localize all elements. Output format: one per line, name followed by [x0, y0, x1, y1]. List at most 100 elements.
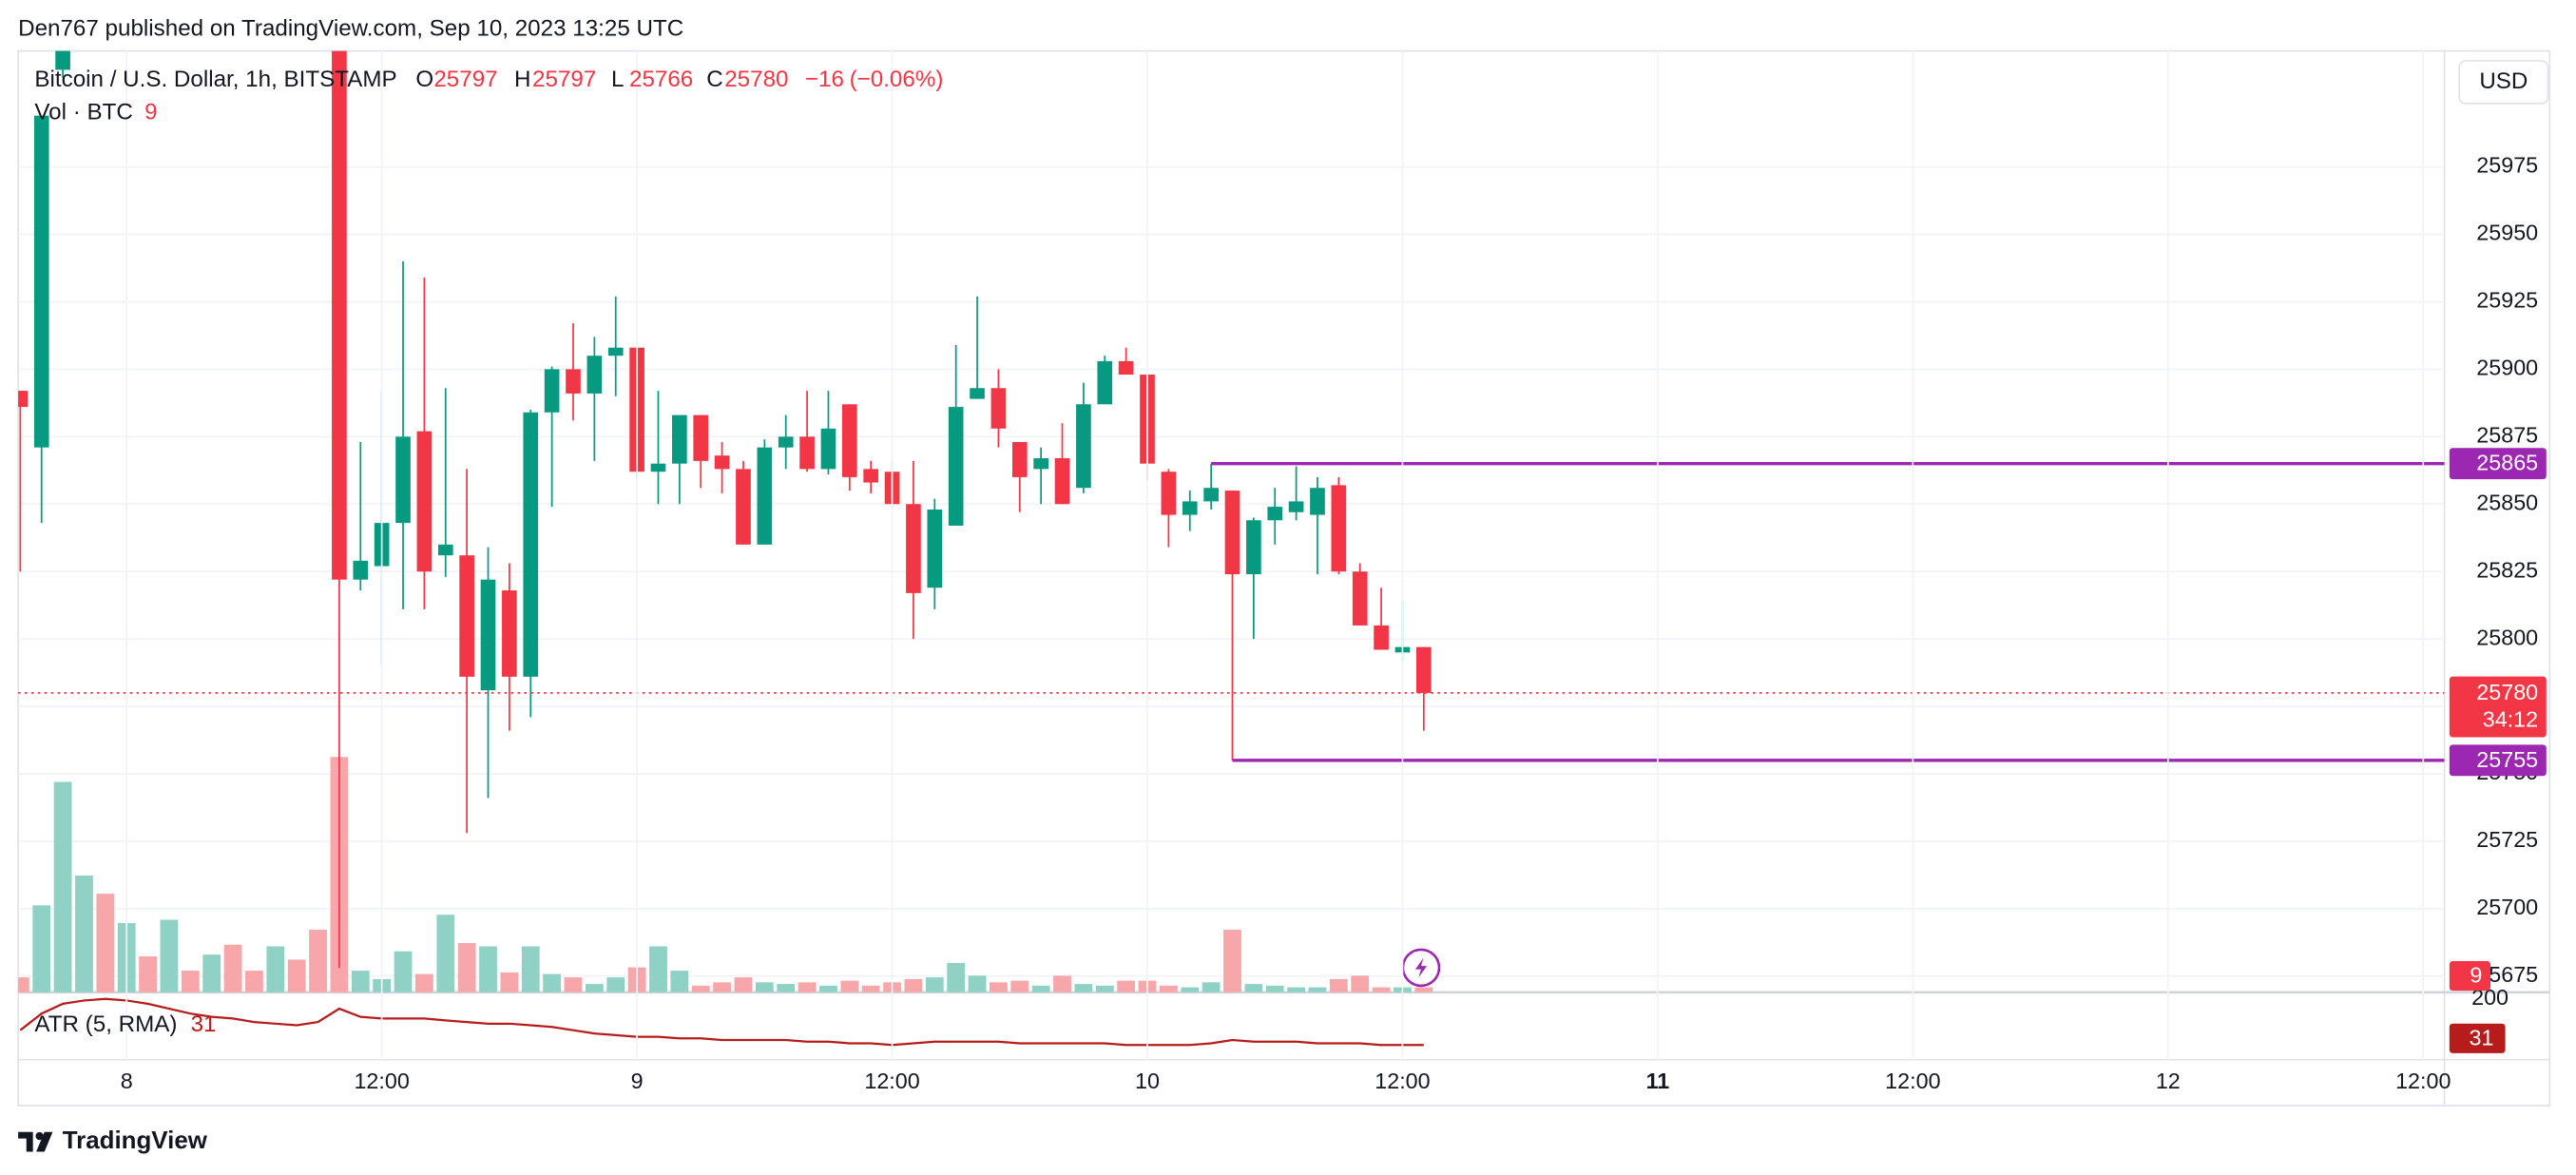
y-tick-label: 25825	[2476, 557, 2538, 582]
x-tick-label: 11	[1646, 1069, 1670, 1093]
legend-change-percent: (−0.06%)	[850, 67, 944, 92]
volume-bar	[202, 954, 221, 992]
candle-body	[1224, 491, 1240, 575]
legend-ohlc-value: 25780	[724, 67, 788, 92]
candle-body	[18, 391, 29, 408]
volume-bar	[925, 977, 944, 992]
candle-body	[437, 544, 453, 556]
y-tick-label: 25950	[2476, 221, 2538, 245]
volume-bar	[1265, 985, 1284, 992]
candle-body	[1118, 360, 1134, 376]
volume-bar	[1181, 987, 1200, 992]
price-pane	[18, 50, 2445, 992]
logo	[18, 1131, 53, 1152]
candle-body	[1203, 488, 1219, 502]
y-tick-label: 25800	[2476, 625, 2538, 649]
candle-body	[841, 404, 857, 477]
currency-button[interactable]	[2458, 60, 2549, 105]
logo-dot	[35, 1131, 44, 1141]
volume-bar	[713, 982, 731, 992]
publish-header: Den767 published on TradingView.com, Sep…	[18, 15, 683, 41]
volume-bar	[755, 982, 774, 992]
logo-text: TradingView	[63, 1127, 208, 1154]
volume-label-box	[2449, 960, 2491, 992]
level-label-text: 25755	[2476, 747, 2538, 772]
volume-bar	[691, 985, 710, 992]
volume-bar	[543, 973, 562, 992]
currency-label[interactable]: USD	[2479, 68, 2528, 94]
candle-body	[1011, 441, 1028, 477]
volume-bar	[160, 919, 179, 992]
candle-body	[332, 50, 347, 580]
volume-legend-value: 9	[144, 100, 157, 125]
volume-bar	[32, 905, 51, 992]
atr-label-box	[2449, 1023, 2506, 1053]
candle-body	[1352, 571, 1368, 626]
atr-legend-name: ATR (5, RMA)	[34, 1011, 177, 1037]
candle-body	[566, 369, 581, 394]
volume-bar	[139, 955, 157, 992]
candle-body	[607, 347, 624, 356]
candle-body	[906, 504, 921, 593]
volume-bar	[1074, 984, 1093, 992]
x-tick-label: 12:00	[1375, 1069, 1430, 1093]
level-label-text: 25865	[2476, 451, 2538, 475]
y-tick-label: 25975	[2476, 153, 2538, 178]
volume-bar	[394, 951, 413, 992]
atr-pane	[19, 997, 1424, 1047]
candle-body	[650, 463, 666, 472]
volume-label-text: 9	[2470, 963, 2482, 988]
candle-body	[757, 447, 773, 545]
last-price-box	[2449, 676, 2547, 738]
volume-bar	[1095, 985, 1114, 992]
volume-bar	[798, 982, 817, 992]
volume-bar	[1053, 975, 1071, 992]
candle-body	[353, 560, 369, 580]
candle-body	[395, 436, 411, 524]
candle-body	[970, 388, 985, 399]
icon-bolt	[1414, 957, 1428, 978]
volume-bar	[53, 781, 72, 992]
volume-bar	[1159, 985, 1178, 992]
candle-body	[693, 414, 709, 461]
x-tick-label: 9	[631, 1069, 644, 1093]
volume-bar	[819, 985, 837, 992]
candle-body	[948, 407, 964, 526]
legend-title: Bitcoin / U.S. Dollar, 1h, BITSTAMP	[34, 67, 396, 92]
candle-body	[1161, 472, 1177, 515]
volume-bar	[75, 875, 93, 992]
candle-body	[820, 428, 836, 470]
candle-body	[55, 50, 70, 70]
candle-body	[799, 436, 815, 470]
candle-body	[736, 469, 751, 545]
atr-line	[19, 997, 1424, 1047]
volume-bar	[181, 971, 200, 992]
volume-bar	[1329, 978, 1348, 992]
volume-bar	[309, 930, 327, 992]
volume-bar	[223, 944, 242, 992]
volume-bar	[1031, 985, 1050, 992]
legend-change: −16	[805, 67, 844, 92]
y-tick-label: 25925	[2476, 288, 2538, 313]
y-tick-label: 25700	[2476, 895, 2538, 919]
atr-label-text: 31	[2470, 1025, 2494, 1050]
countdown-text: 34:12	[2483, 706, 2538, 731]
candle-body	[990, 388, 1007, 429]
volume-bar	[1244, 984, 1263, 992]
volume-bar	[1372, 987, 1391, 992]
volume-bar	[585, 984, 604, 992]
candle-body	[1097, 360, 1113, 405]
volume-bar	[990, 982, 1008, 992]
volume-bar	[351, 971, 370, 992]
legend-ohlc-value: 25766	[629, 67, 693, 92]
volume-bar	[1223, 930, 1241, 992]
lightning-icon[interactable]	[1401, 948, 1441, 988]
x-tick-label: 12:00	[1885, 1069, 1940, 1093]
volume-bar	[968, 975, 987, 992]
candle-body	[586, 356, 603, 394]
candle-body	[927, 509, 943, 588]
candle-body	[1054, 458, 1070, 505]
candle-body	[1033, 458, 1048, 470]
